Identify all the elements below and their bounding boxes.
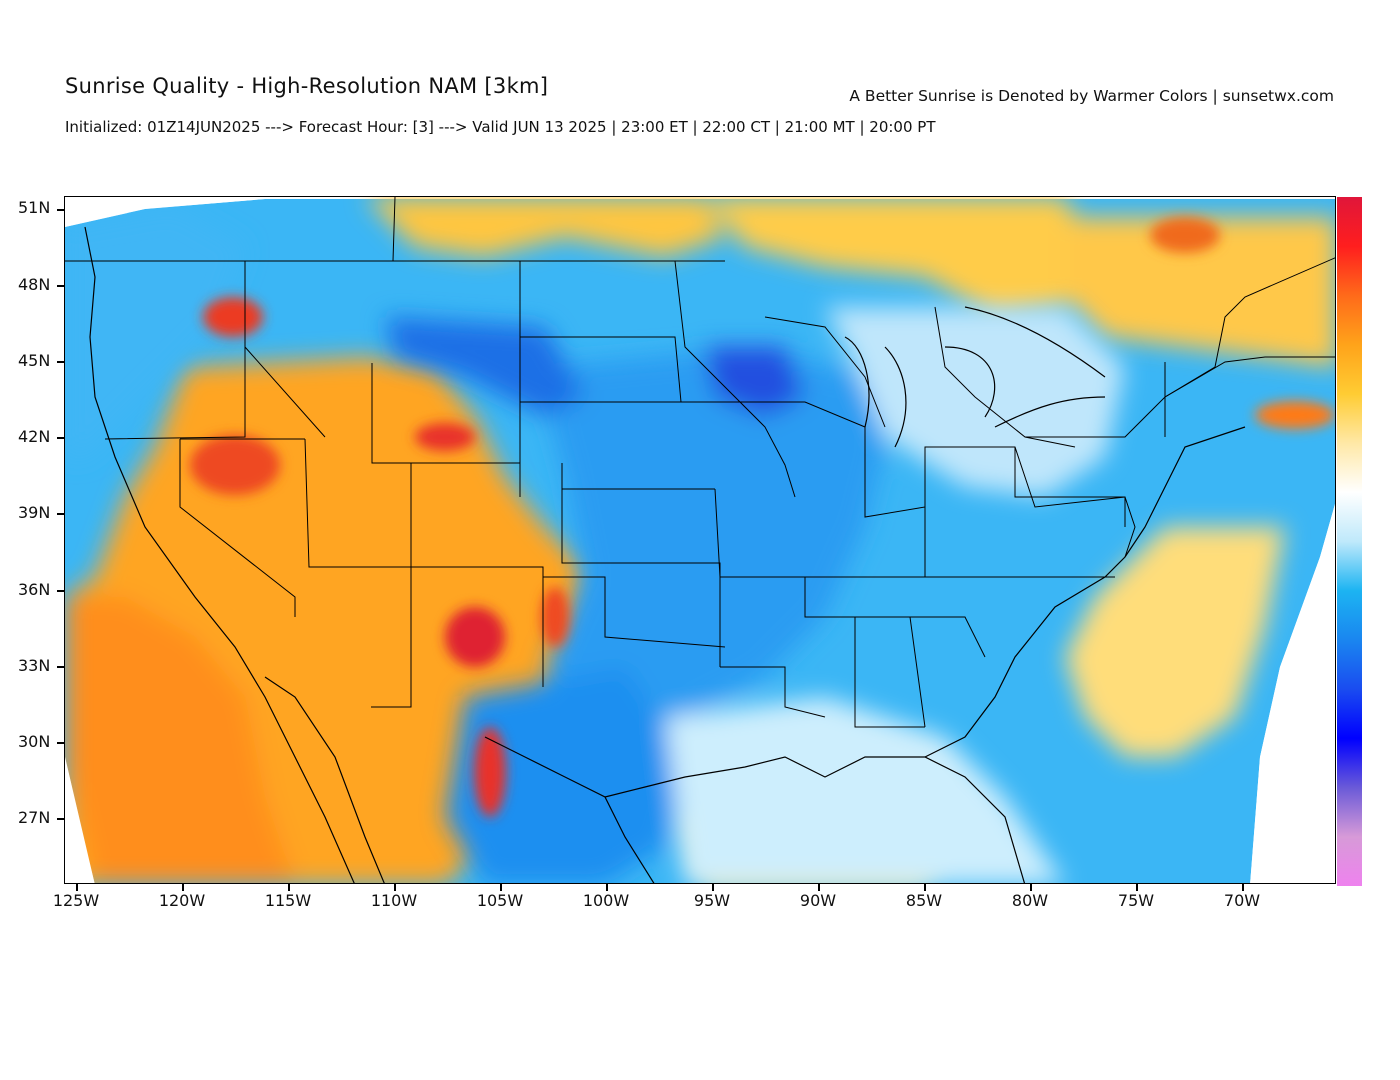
lon-tick bbox=[606, 884, 608, 891]
lon-tick bbox=[394, 884, 396, 891]
lon-label: 90W bbox=[799, 891, 837, 910]
west-texas-red-spot bbox=[474, 727, 506, 817]
domain-exterior-right bbox=[1250, 504, 1335, 883]
lat-label: 48N bbox=[18, 275, 51, 294]
canada-yellow bbox=[705, 197, 1095, 317]
lon-tick bbox=[182, 884, 184, 891]
lon-label: 110W bbox=[370, 891, 418, 910]
lat-label: 42N bbox=[18, 427, 51, 446]
lat-tick bbox=[57, 742, 64, 744]
lon-label: 70W bbox=[1223, 891, 1261, 910]
new-mexico-red-spot bbox=[445, 607, 505, 667]
domain-exterior-bottomleft bbox=[65, 757, 95, 883]
lon-tick bbox=[712, 884, 714, 891]
lon-label: 115W bbox=[264, 891, 312, 910]
boundary-lines bbox=[65, 197, 1335, 728]
lat-tick bbox=[57, 437, 64, 439]
lat-tick bbox=[57, 513, 64, 515]
lat-label: 27N bbox=[18, 808, 51, 827]
lon-tick bbox=[924, 884, 926, 891]
lon-label: 95W bbox=[693, 891, 731, 910]
lon-label: 85W bbox=[905, 891, 943, 910]
texas-gulf-blue bbox=[445, 667, 685, 883]
central-blue bbox=[535, 347, 885, 737]
northeast-yellow bbox=[1065, 217, 1335, 367]
oklahoma-red-spot bbox=[541, 587, 569, 647]
lon-tick bbox=[1242, 884, 1244, 891]
pacific-northwest-blue bbox=[65, 207, 245, 457]
new-england-orange-spot bbox=[1255, 401, 1335, 429]
lon-tick bbox=[288, 884, 290, 891]
lon-tick bbox=[1030, 884, 1032, 891]
atlantic-yellow bbox=[1065, 527, 1285, 757]
lat-label: 36N bbox=[18, 580, 51, 599]
lat-label: 30N bbox=[18, 732, 51, 751]
lat-tick bbox=[57, 209, 64, 211]
lat-label: 51N bbox=[18, 198, 51, 217]
lat-tick bbox=[57, 818, 64, 820]
domain-exterior-topleft bbox=[65, 197, 265, 227]
northern-plains-yellow bbox=[365, 197, 725, 257]
map-title: Sunrise Quality - High-Resolution NAM [3… bbox=[65, 74, 549, 98]
coastlines bbox=[84, 226, 1246, 883]
nevada-red-spot bbox=[190, 435, 280, 495]
color-scale-bar bbox=[1337, 197, 1362, 886]
forecast-map-canvas bbox=[65, 197, 1335, 883]
southwest-ocean-warm bbox=[65, 597, 295, 883]
lon-label: 80W bbox=[1011, 891, 1049, 910]
lat-tick bbox=[57, 361, 64, 363]
source-credit: A Better Sunrise is Denoted by Warmer Co… bbox=[849, 87, 1334, 105]
lon-tick bbox=[818, 884, 820, 891]
lon-label: 125W bbox=[52, 891, 100, 910]
lon-tick bbox=[1136, 884, 1138, 891]
southeast-pale bbox=[665, 697, 1064, 883]
forecast-map[interactable] bbox=[64, 196, 1336, 884]
lon-tick bbox=[76, 884, 78, 891]
lat-tick bbox=[57, 666, 64, 668]
north-central-deep-blue bbox=[385, 317, 585, 417]
lat-label: 39N bbox=[18, 503, 51, 522]
quebec-red-spot bbox=[1150, 217, 1220, 253]
lat-tick bbox=[57, 285, 64, 287]
lat-tick bbox=[57, 590, 64, 592]
lon-label: 120W bbox=[158, 891, 206, 910]
lon-label: 75W bbox=[1117, 891, 1155, 910]
lon-label: 105W bbox=[476, 891, 524, 910]
lon-tick bbox=[500, 884, 502, 891]
forecast-subtitle: Initialized: 01Z14JUN2025 ---> Forecast … bbox=[65, 118, 936, 136]
lat-label: 33N bbox=[18, 656, 51, 675]
lat-label: 45N bbox=[18, 351, 51, 370]
minnesota-deep-blue bbox=[705, 347, 805, 417]
idaho-red-spot bbox=[203, 297, 263, 337]
lon-label: 100W bbox=[582, 891, 630, 910]
great-lakes-pale bbox=[825, 307, 1125, 497]
wyoming-red-spot bbox=[415, 423, 475, 451]
